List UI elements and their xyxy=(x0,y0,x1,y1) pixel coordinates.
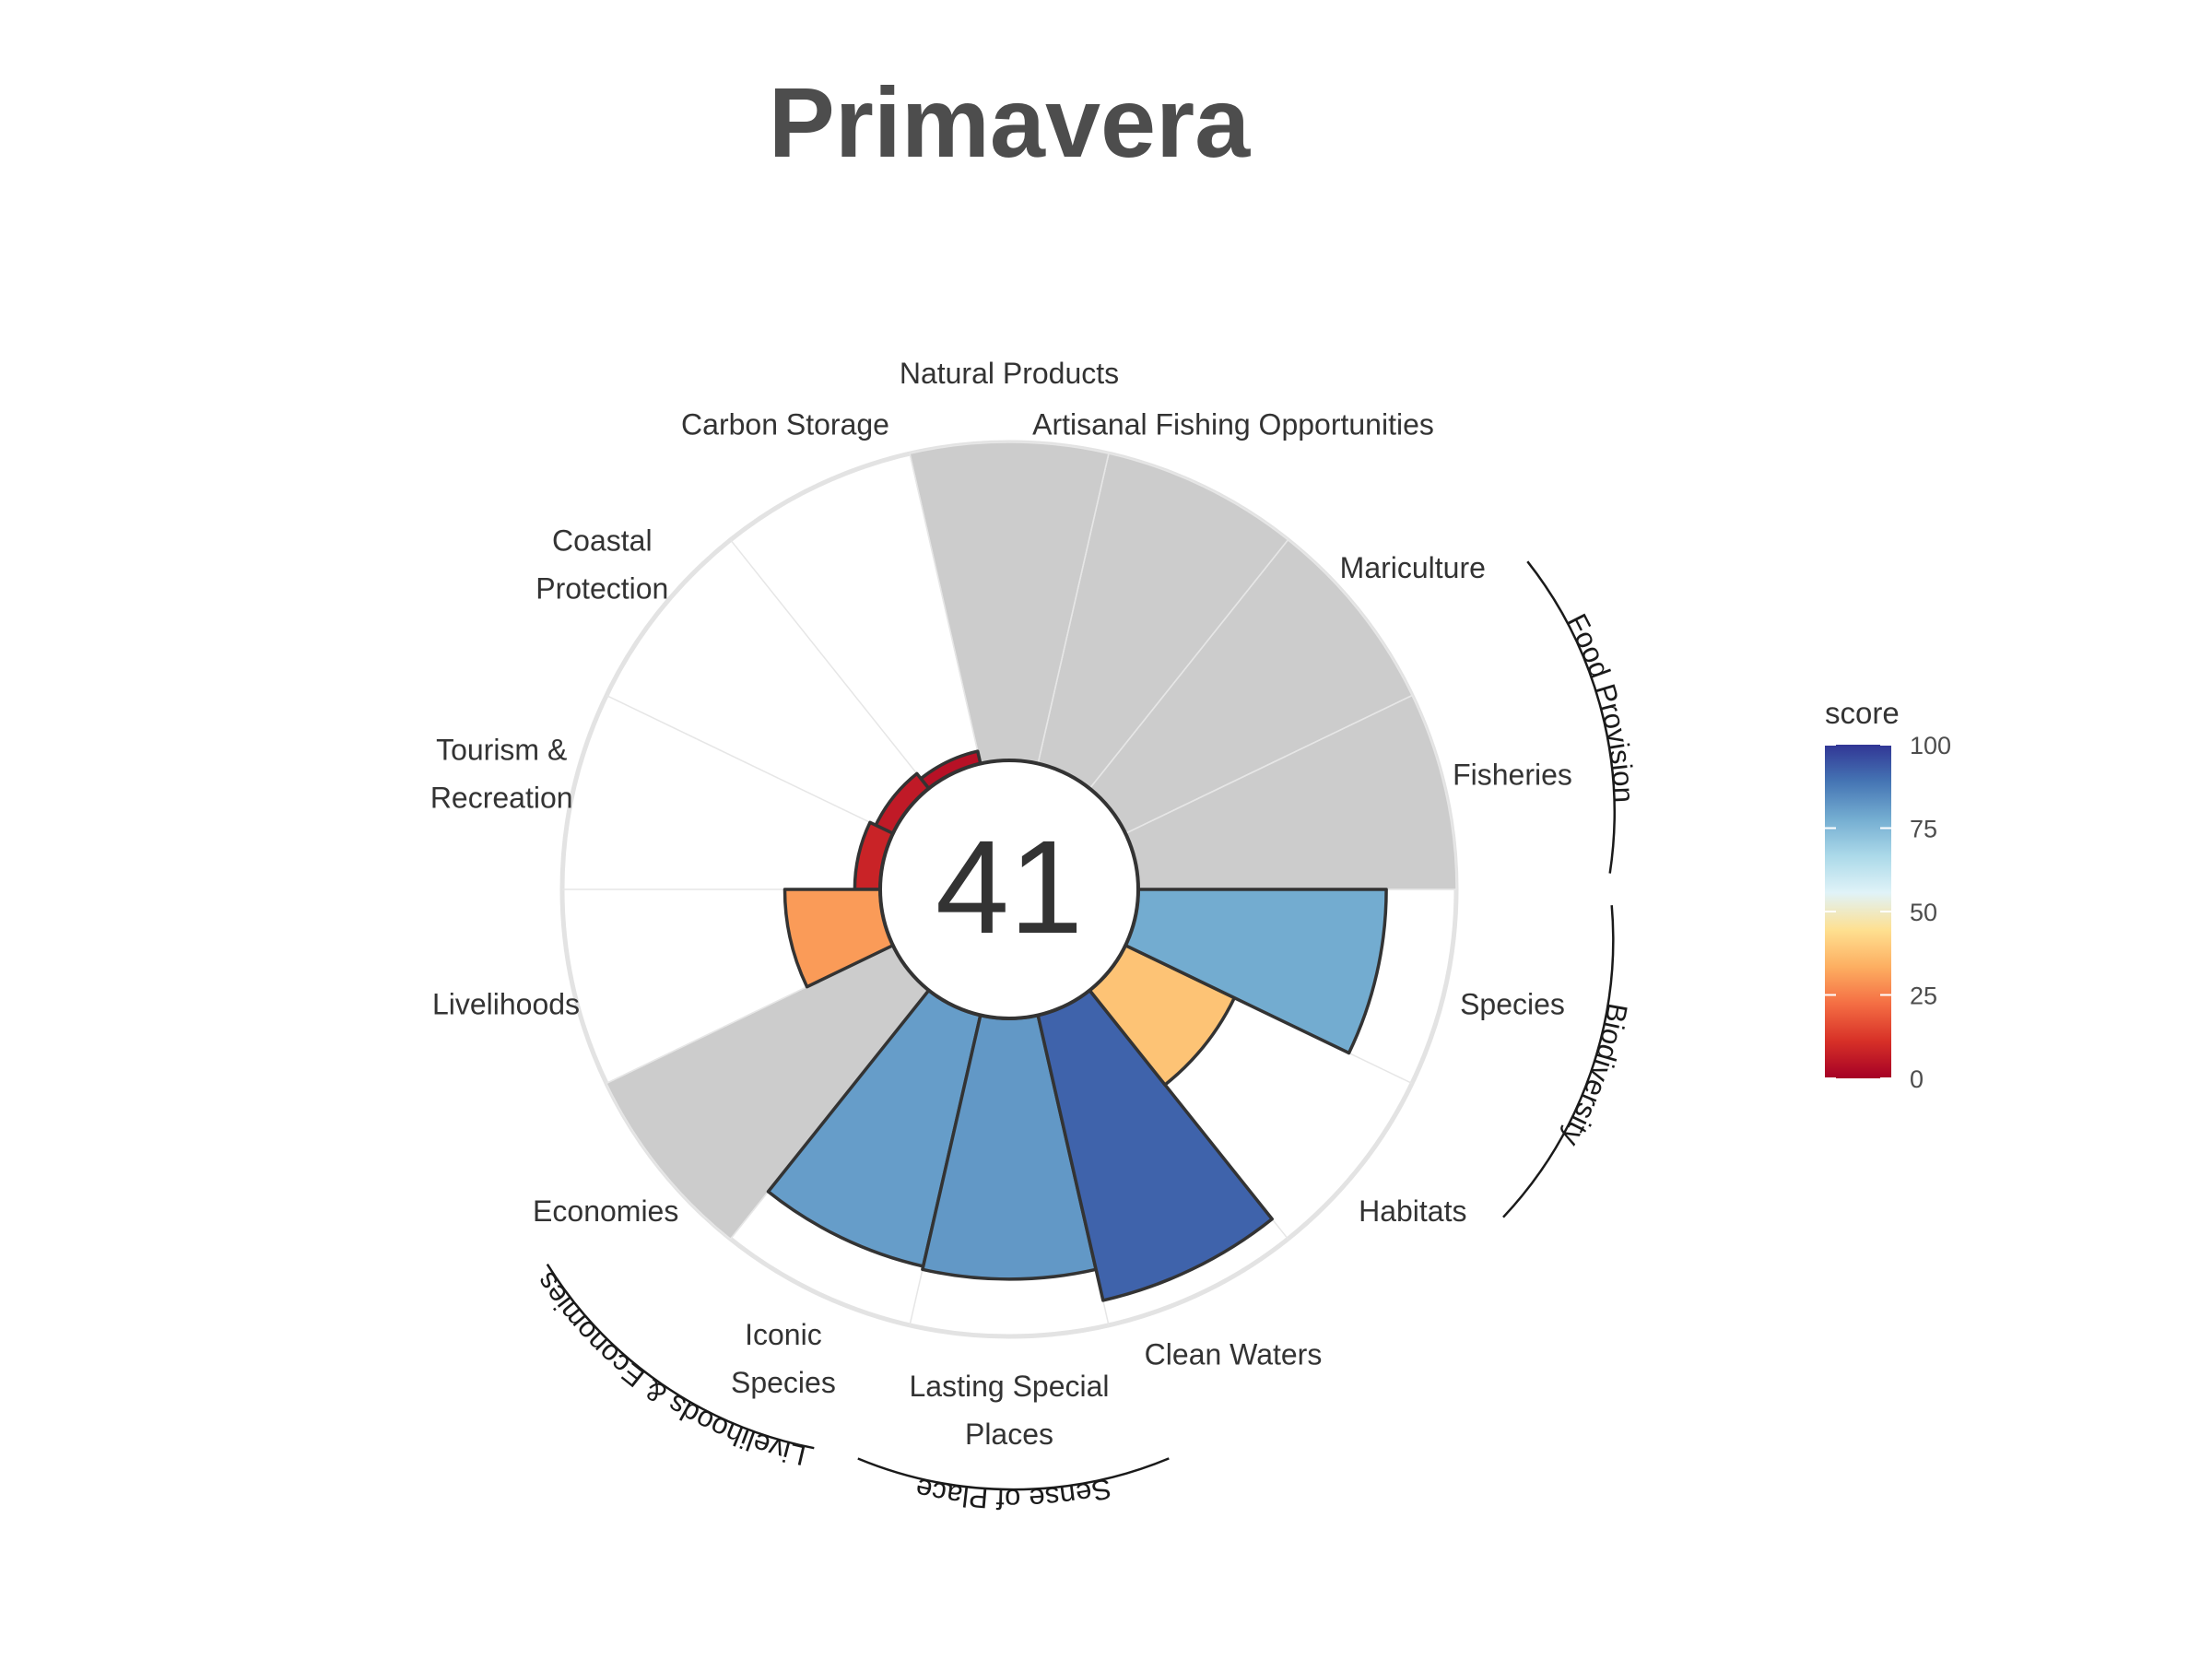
category-label-iconic-species: Iconic Species xyxy=(731,1318,836,1399)
category-label-tourism-recreation: Tourism & Recreation xyxy=(430,733,573,814)
category-label-clean-waters: Clean Waters xyxy=(1145,1338,1323,1371)
legend-tick-label: 100 xyxy=(1910,732,1951,759)
score-petals xyxy=(766,749,1388,1302)
category-label-coastal-protection: Coastal Protection xyxy=(535,524,668,606)
missing-petals xyxy=(605,441,1457,1241)
spoke-line xyxy=(730,539,930,790)
category-label-fisheries: Fisheries xyxy=(1453,758,1572,791)
category-label-carbon-storage: Carbon Storage xyxy=(681,408,889,441)
legend-tick-label: 50 xyxy=(1910,899,1937,926)
group-label-sense-of-place: Sense of Place xyxy=(912,1472,1114,1515)
group-label-biodiversity: Biodiversity xyxy=(1555,1001,1634,1152)
chart-title: Primavera xyxy=(769,66,1251,178)
legend: score 100 75 50 25 0 xyxy=(1825,696,1951,1093)
legend-tick-label: 25 xyxy=(1910,982,1937,1010)
category-label-habitats: Habitats xyxy=(1359,1194,1466,1228)
legend-title: score xyxy=(1825,696,1900,730)
category-label-lasting-special-places: Lasting Special Places xyxy=(909,1370,1109,1451)
category-label-species: Species xyxy=(1460,988,1565,1021)
category-labels: Fisheries Mariculture Artisanal Fishing Op… xyxy=(430,357,1572,1451)
spoke-line xyxy=(606,694,894,834)
category-label-natural-products: Natural Products xyxy=(900,357,1119,390)
spoke-line xyxy=(1088,539,1288,790)
center-circle xyxy=(878,759,1140,1020)
legend-tick-label: 0 xyxy=(1910,1065,1924,1093)
spoke-line xyxy=(1124,694,1413,834)
overall-score: 41 xyxy=(935,813,1083,961)
group-label-food-provision: Food Provision xyxy=(1560,608,1641,803)
category-label-economies: Economies xyxy=(533,1194,678,1228)
spoke-line xyxy=(1037,453,1110,764)
category-label-artisanal-fishing-opportunities: Artisanal Fishing Opportunities xyxy=(1032,408,1434,441)
category-label-livelihoods: Livelihoods xyxy=(432,988,580,1021)
legend-tick-label: 75 xyxy=(1910,816,1937,843)
spoke-line xyxy=(909,453,982,764)
category-label-mariculture: Mariculture xyxy=(1340,551,1486,584)
legend-ticks: 100 75 50 25 0 xyxy=(1825,732,1951,1093)
